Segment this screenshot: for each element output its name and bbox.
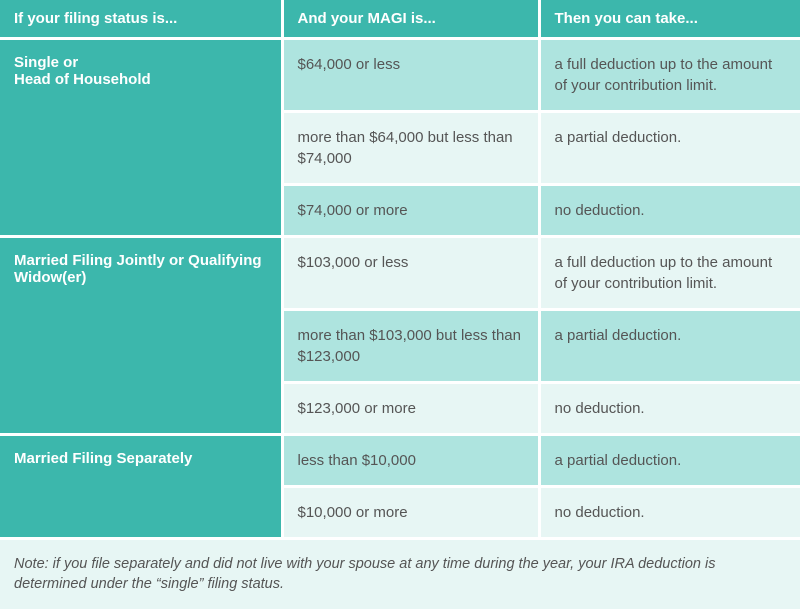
magi-cell: $103,000 or less bbox=[282, 237, 539, 310]
deduction-cell: no deduction. bbox=[539, 487, 800, 539]
filing-status-cell: Single orHead of Household bbox=[0, 39, 282, 237]
table-header-row: If your filing status is... And your MAG… bbox=[0, 0, 800, 39]
table-row: Married Filing Separately less than $10,… bbox=[0, 435, 800, 487]
magi-cell: more than $103,000 but less than $123,00… bbox=[282, 310, 539, 383]
deduction-cell: a partial deduction. bbox=[539, 435, 800, 487]
table-row: Single orHead of Household $64,000 or le… bbox=[0, 39, 800, 112]
deduction-cell: a full deduction up to the amount of you… bbox=[539, 39, 800, 112]
magi-cell: less than $10,000 bbox=[282, 435, 539, 487]
deduction-cell: no deduction. bbox=[539, 185, 800, 237]
magi-cell: more than $64,000 but less than $74,000 bbox=[282, 112, 539, 185]
footnote-text: Note: if you file separately and did not… bbox=[0, 539, 800, 609]
deduction-cell: a partial deduction. bbox=[539, 112, 800, 185]
filing-status-cell: Married Filing Jointly or Qualifying Wid… bbox=[0, 237, 282, 435]
magi-cell: $10,000 or more bbox=[282, 487, 539, 539]
footnote-row: Note: if you file separately and did not… bbox=[0, 539, 800, 609]
filing-status-cell: Married Filing Separately bbox=[0, 435, 282, 539]
header-filing-status: If your filing status is... bbox=[0, 0, 282, 39]
header-magi: And your MAGI is... bbox=[282, 0, 539, 39]
ira-deduction-table: If your filing status is... And your MAG… bbox=[0, 0, 800, 609]
header-deduction: Then you can take... bbox=[539, 0, 800, 39]
deduction-cell: a full deduction up to the amount of you… bbox=[539, 237, 800, 310]
magi-cell: $64,000 or less bbox=[282, 39, 539, 112]
magi-cell: $74,000 or more bbox=[282, 185, 539, 237]
table-row: Married Filing Jointly or Qualifying Wid… bbox=[0, 237, 800, 310]
deduction-cell: no deduction. bbox=[539, 383, 800, 435]
deduction-cell: a partial deduction. bbox=[539, 310, 800, 383]
magi-cell: $123,000 or more bbox=[282, 383, 539, 435]
